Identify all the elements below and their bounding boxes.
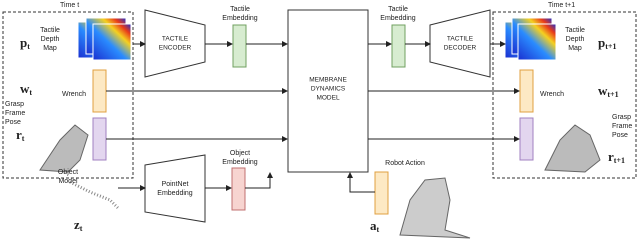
label: Tactile xyxy=(565,27,585,34)
label: Tactile xyxy=(388,6,408,13)
label: Tactile xyxy=(40,27,60,34)
depth-map xyxy=(517,23,557,61)
embedding xyxy=(232,24,247,68)
symbol: at xyxy=(370,218,380,234)
label: DECODER xyxy=(444,45,477,52)
label: Embedding xyxy=(222,159,258,166)
symbol: pt+1 xyxy=(598,35,616,51)
label: PointNet xyxy=(162,181,189,188)
dynamics-model xyxy=(287,9,369,173)
pose-vector xyxy=(92,117,107,161)
label: Frame xyxy=(612,123,632,130)
label: Model xyxy=(58,178,78,185)
embedding xyxy=(231,167,246,211)
label: Wrench xyxy=(540,91,564,98)
action-vector xyxy=(374,171,389,215)
label: Pose xyxy=(5,119,21,126)
label: TACTILE xyxy=(162,36,189,43)
label: Embedding xyxy=(222,15,258,22)
arrows xyxy=(106,41,520,193)
robot-image xyxy=(39,124,89,173)
label: MODEL xyxy=(316,95,340,102)
symbol: zt xyxy=(74,217,83,233)
robot-image xyxy=(544,124,601,173)
label: Depth xyxy=(41,36,60,43)
wrench-vector xyxy=(92,69,107,113)
decoder xyxy=(429,9,491,78)
symbol: rt xyxy=(16,127,25,143)
embedding xyxy=(391,24,406,68)
label: Wrench xyxy=(62,91,86,98)
pose-vector xyxy=(519,117,534,161)
encoder xyxy=(144,9,206,78)
label: Embedding xyxy=(157,190,193,197)
symbol: wt+1 xyxy=(598,83,619,99)
wrench-vector xyxy=(519,69,534,113)
label: Map xyxy=(568,45,582,52)
label: Object xyxy=(230,150,250,157)
symbol: wt xyxy=(20,81,32,97)
label: TACTILE xyxy=(447,36,474,43)
symbol: rt+1 xyxy=(608,149,625,165)
label: Grasp xyxy=(612,114,631,121)
label: Object xyxy=(58,169,78,176)
label: ENCODER xyxy=(159,45,192,52)
pointnet xyxy=(144,154,206,223)
label: Depth xyxy=(566,36,585,43)
right-panel xyxy=(492,11,637,179)
time-label: Time t xyxy=(60,2,79,9)
label: Frame xyxy=(5,110,25,117)
label: MEMBRANE xyxy=(309,77,347,84)
symbol: pt xyxy=(20,35,30,51)
label: Tactile xyxy=(230,6,250,13)
label: Pose xyxy=(612,132,628,139)
depth-map xyxy=(92,23,132,61)
label: Embedding xyxy=(380,15,416,22)
label: Robot Action xyxy=(385,160,425,167)
label: Grasp xyxy=(5,101,24,108)
label: Map xyxy=(43,45,57,52)
time-label: Time t+1 xyxy=(548,2,575,9)
left-panel xyxy=(2,11,134,179)
point-cloud xyxy=(69,180,120,210)
robot-image xyxy=(399,177,471,239)
label: DYNAMICS xyxy=(311,86,346,93)
